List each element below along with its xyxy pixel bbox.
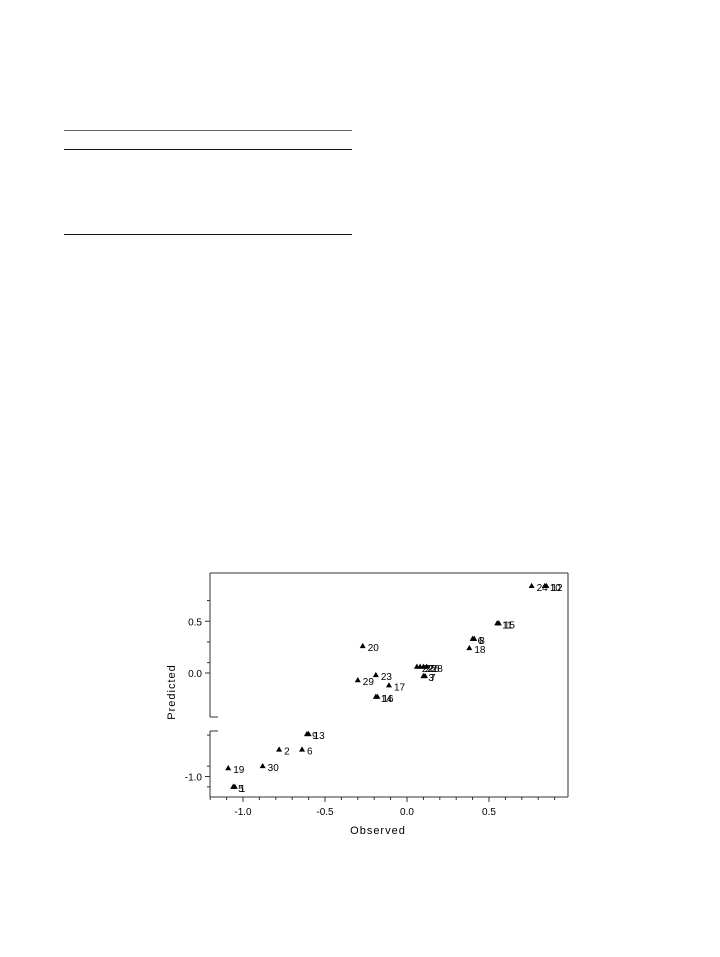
y-tick-label: 0.5 xyxy=(188,617,202,628)
data-point-label: 28 xyxy=(432,664,444,675)
data-point-label: 16 xyxy=(382,694,394,705)
data-point-label: 11 xyxy=(502,620,513,631)
data-point-marker xyxy=(543,582,550,589)
data-point-marker xyxy=(259,762,266,769)
x-tick-label: 0.5 xyxy=(482,807,496,818)
y-axis-label: Predicted xyxy=(166,664,178,719)
data-point-marker xyxy=(422,672,429,679)
data-point-label: 6 xyxy=(307,747,313,758)
data-point-marker xyxy=(374,693,381,699)
data-point-label: 3 xyxy=(428,673,434,684)
y-tick-label: -1.0 xyxy=(185,773,203,784)
data-point-label: 17 xyxy=(394,682,406,693)
data-point-label: 7 xyxy=(430,673,436,684)
data-point-label: 19 xyxy=(233,765,245,776)
data-point-label: 22 xyxy=(422,664,434,675)
data-point-marker xyxy=(305,730,312,737)
data-point-marker xyxy=(299,746,306,752)
data-point-marker xyxy=(528,582,535,589)
data-point-label: 2 xyxy=(284,747,290,758)
table-header-rule xyxy=(64,149,352,150)
data-point-marker xyxy=(231,783,238,789)
data-point-marker xyxy=(276,746,283,752)
data-point-marker xyxy=(225,765,232,771)
data-point-marker xyxy=(354,677,361,683)
table-top-rule xyxy=(64,130,352,131)
x-axis-label: Observed xyxy=(350,825,406,837)
data-point-marker xyxy=(495,620,502,626)
data-point-label: 23 xyxy=(381,672,393,683)
data-point-label: 5 xyxy=(238,784,244,795)
y-tick-label: 0.0 xyxy=(188,669,202,680)
data-point-marker xyxy=(423,663,430,669)
x-tick-label: -1.0 xyxy=(234,807,252,818)
data-point-label: 6 xyxy=(478,636,484,647)
data-point-label: 8 xyxy=(479,636,485,647)
data-point-label: 15 xyxy=(504,620,516,631)
data-point-label: 30 xyxy=(268,763,280,774)
data-point-marker xyxy=(471,635,478,641)
data-point-label: 9 xyxy=(312,731,318,742)
data-point-label: 10 xyxy=(550,583,562,594)
table-bottom-rule xyxy=(64,234,352,235)
data-point-label: 20 xyxy=(368,643,380,654)
data-point-label: 14 xyxy=(381,694,393,705)
data-point-label: 18 xyxy=(474,645,486,656)
data-point-label: 26 xyxy=(428,664,440,675)
data-point-marker xyxy=(466,644,473,651)
data-point-marker xyxy=(385,682,392,688)
data-point-label: 13 xyxy=(314,731,326,742)
data-point-label: 1 xyxy=(240,784,246,795)
x-tick-label: -0.5 xyxy=(316,807,334,818)
data-point-label: 24 xyxy=(537,583,549,594)
x-tick-label: 0.0 xyxy=(400,807,414,818)
data-point-label: 12 xyxy=(551,583,563,594)
data-point-marker xyxy=(359,642,366,649)
data-point-label: 29 xyxy=(363,677,375,688)
data-point-marker xyxy=(372,671,379,678)
data-point-label: 25 xyxy=(425,664,437,675)
